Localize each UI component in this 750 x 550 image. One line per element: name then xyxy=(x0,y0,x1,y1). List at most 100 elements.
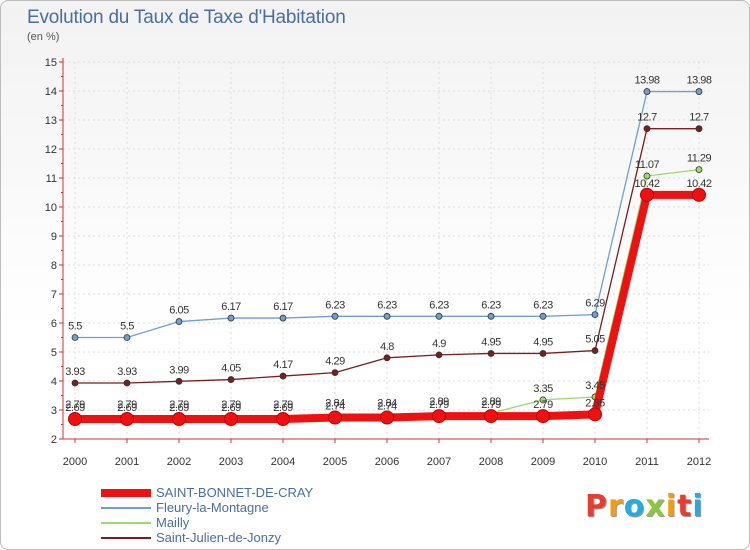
data-point xyxy=(331,369,339,376)
x-tick-label: 2008 xyxy=(479,456,503,468)
data-label: 4.29 xyxy=(325,356,345,368)
x-tick-label: 2003 xyxy=(219,456,243,468)
data-label: 6.05 xyxy=(169,305,189,317)
data-label: 2.79 xyxy=(429,399,449,411)
y-tick-label: 12 xyxy=(45,144,57,156)
data-point xyxy=(692,187,706,202)
data-label: 2.69 xyxy=(221,402,241,414)
data-point xyxy=(695,166,703,173)
data-label: 4.17 xyxy=(273,359,293,371)
data-point xyxy=(68,411,82,426)
data-label: 13.98 xyxy=(686,75,711,87)
data-point xyxy=(279,372,287,380)
data-point xyxy=(123,334,131,341)
data-point xyxy=(643,88,651,95)
data-label: 3.45 xyxy=(585,380,605,392)
data-label: 2.84 xyxy=(377,398,397,410)
y-tick-label: 4 xyxy=(51,376,57,388)
y-tick-label: 9 xyxy=(51,231,57,243)
data-label: 2.69 xyxy=(117,402,137,414)
data-point xyxy=(536,409,550,424)
data-label: 2.84 xyxy=(325,398,345,410)
data-label: 6.23 xyxy=(325,299,345,311)
x-tick-label: 2006 xyxy=(375,456,399,468)
x-tick-label: 2000 xyxy=(63,456,87,468)
data-label: 2.89 xyxy=(481,396,501,408)
data-label: 4.95 xyxy=(481,336,501,348)
data-point xyxy=(487,350,495,357)
x-tick-label: 2007 xyxy=(427,456,451,468)
x-tick-label: 2010 xyxy=(583,456,607,468)
data-label: 2.69 xyxy=(169,402,189,414)
data-point xyxy=(539,396,547,404)
data-label: 2.89 xyxy=(429,396,449,408)
data-point xyxy=(432,409,446,424)
data-point xyxy=(484,409,498,424)
logo-letter: i xyxy=(665,489,678,524)
data-label: 3.35 xyxy=(533,383,553,395)
data-label: 5.5 xyxy=(120,321,134,333)
data-point xyxy=(175,377,183,385)
y-tick-label: 3 xyxy=(51,405,57,417)
data-point xyxy=(227,376,235,383)
y-tick-label: 2 xyxy=(51,434,57,446)
data-label: 3.99 xyxy=(169,364,189,376)
data-point xyxy=(695,125,703,133)
data-label: 6.23 xyxy=(533,299,553,311)
data-label: 10.42 xyxy=(634,178,659,190)
data-label: 11.29 xyxy=(687,153,712,165)
data-label: 2.69 xyxy=(65,402,85,414)
data-point xyxy=(695,88,703,95)
data-point xyxy=(435,351,443,359)
data-label: 4.95 xyxy=(533,336,553,348)
data-label: 11.07 xyxy=(635,159,660,171)
x-tick-label: 2002 xyxy=(167,456,191,468)
data-label: 2.74 xyxy=(325,401,345,413)
data-point xyxy=(643,172,651,180)
chart-title: Evolution du Taux de Taxe d'Habitation xyxy=(27,7,346,28)
legend-swatch xyxy=(101,489,151,497)
data-point xyxy=(383,354,391,362)
data-point xyxy=(435,312,443,320)
data-label: 3.93 xyxy=(65,366,85,378)
y-tick-label: 13 xyxy=(45,115,57,127)
data-point xyxy=(172,411,186,426)
data-point xyxy=(227,314,235,322)
data-label: 2.79 xyxy=(221,399,241,411)
y-tick-label: 5 xyxy=(51,347,57,359)
data-point xyxy=(591,311,599,318)
logo-letter: o xyxy=(623,489,646,524)
data-point xyxy=(380,410,394,425)
data-label: 4.05 xyxy=(221,363,241,375)
chart-unit-label: (en %) xyxy=(27,31,60,43)
data-point xyxy=(224,411,238,426)
data-label: 6.17 xyxy=(221,301,241,313)
legend-label: Saint-Julien-de-Jonzy xyxy=(156,530,282,545)
data-label: 2.85 xyxy=(585,397,605,409)
data-label: 6.23 xyxy=(377,299,397,311)
data-point xyxy=(120,411,134,426)
data-label: 5.05 xyxy=(585,334,605,346)
data-label: 6.23 xyxy=(429,299,449,311)
legend-label: Fleury-la-Montagne xyxy=(156,500,269,515)
logo-letter: r xyxy=(608,489,624,524)
data-point xyxy=(331,312,339,320)
data-label: 2.79 xyxy=(117,399,137,411)
x-tick-label: 2012 xyxy=(687,456,711,468)
x-tick-label: 2001 xyxy=(115,456,139,468)
data-point xyxy=(279,314,287,322)
data-point xyxy=(71,379,79,387)
y-tick-label: 14 xyxy=(45,86,57,98)
data-label: 10.42 xyxy=(686,178,711,190)
data-point xyxy=(383,312,391,320)
data-label: 6.23 xyxy=(481,299,501,311)
data-point xyxy=(588,407,602,422)
data-label: 4.9 xyxy=(432,338,446,350)
data-label: 2.74 xyxy=(377,401,397,413)
y-tick-label: 11 xyxy=(46,173,57,185)
y-tick-label: 7 xyxy=(51,289,57,301)
proxiti-logo: Proxiti xyxy=(585,489,704,524)
data-point xyxy=(643,125,651,133)
